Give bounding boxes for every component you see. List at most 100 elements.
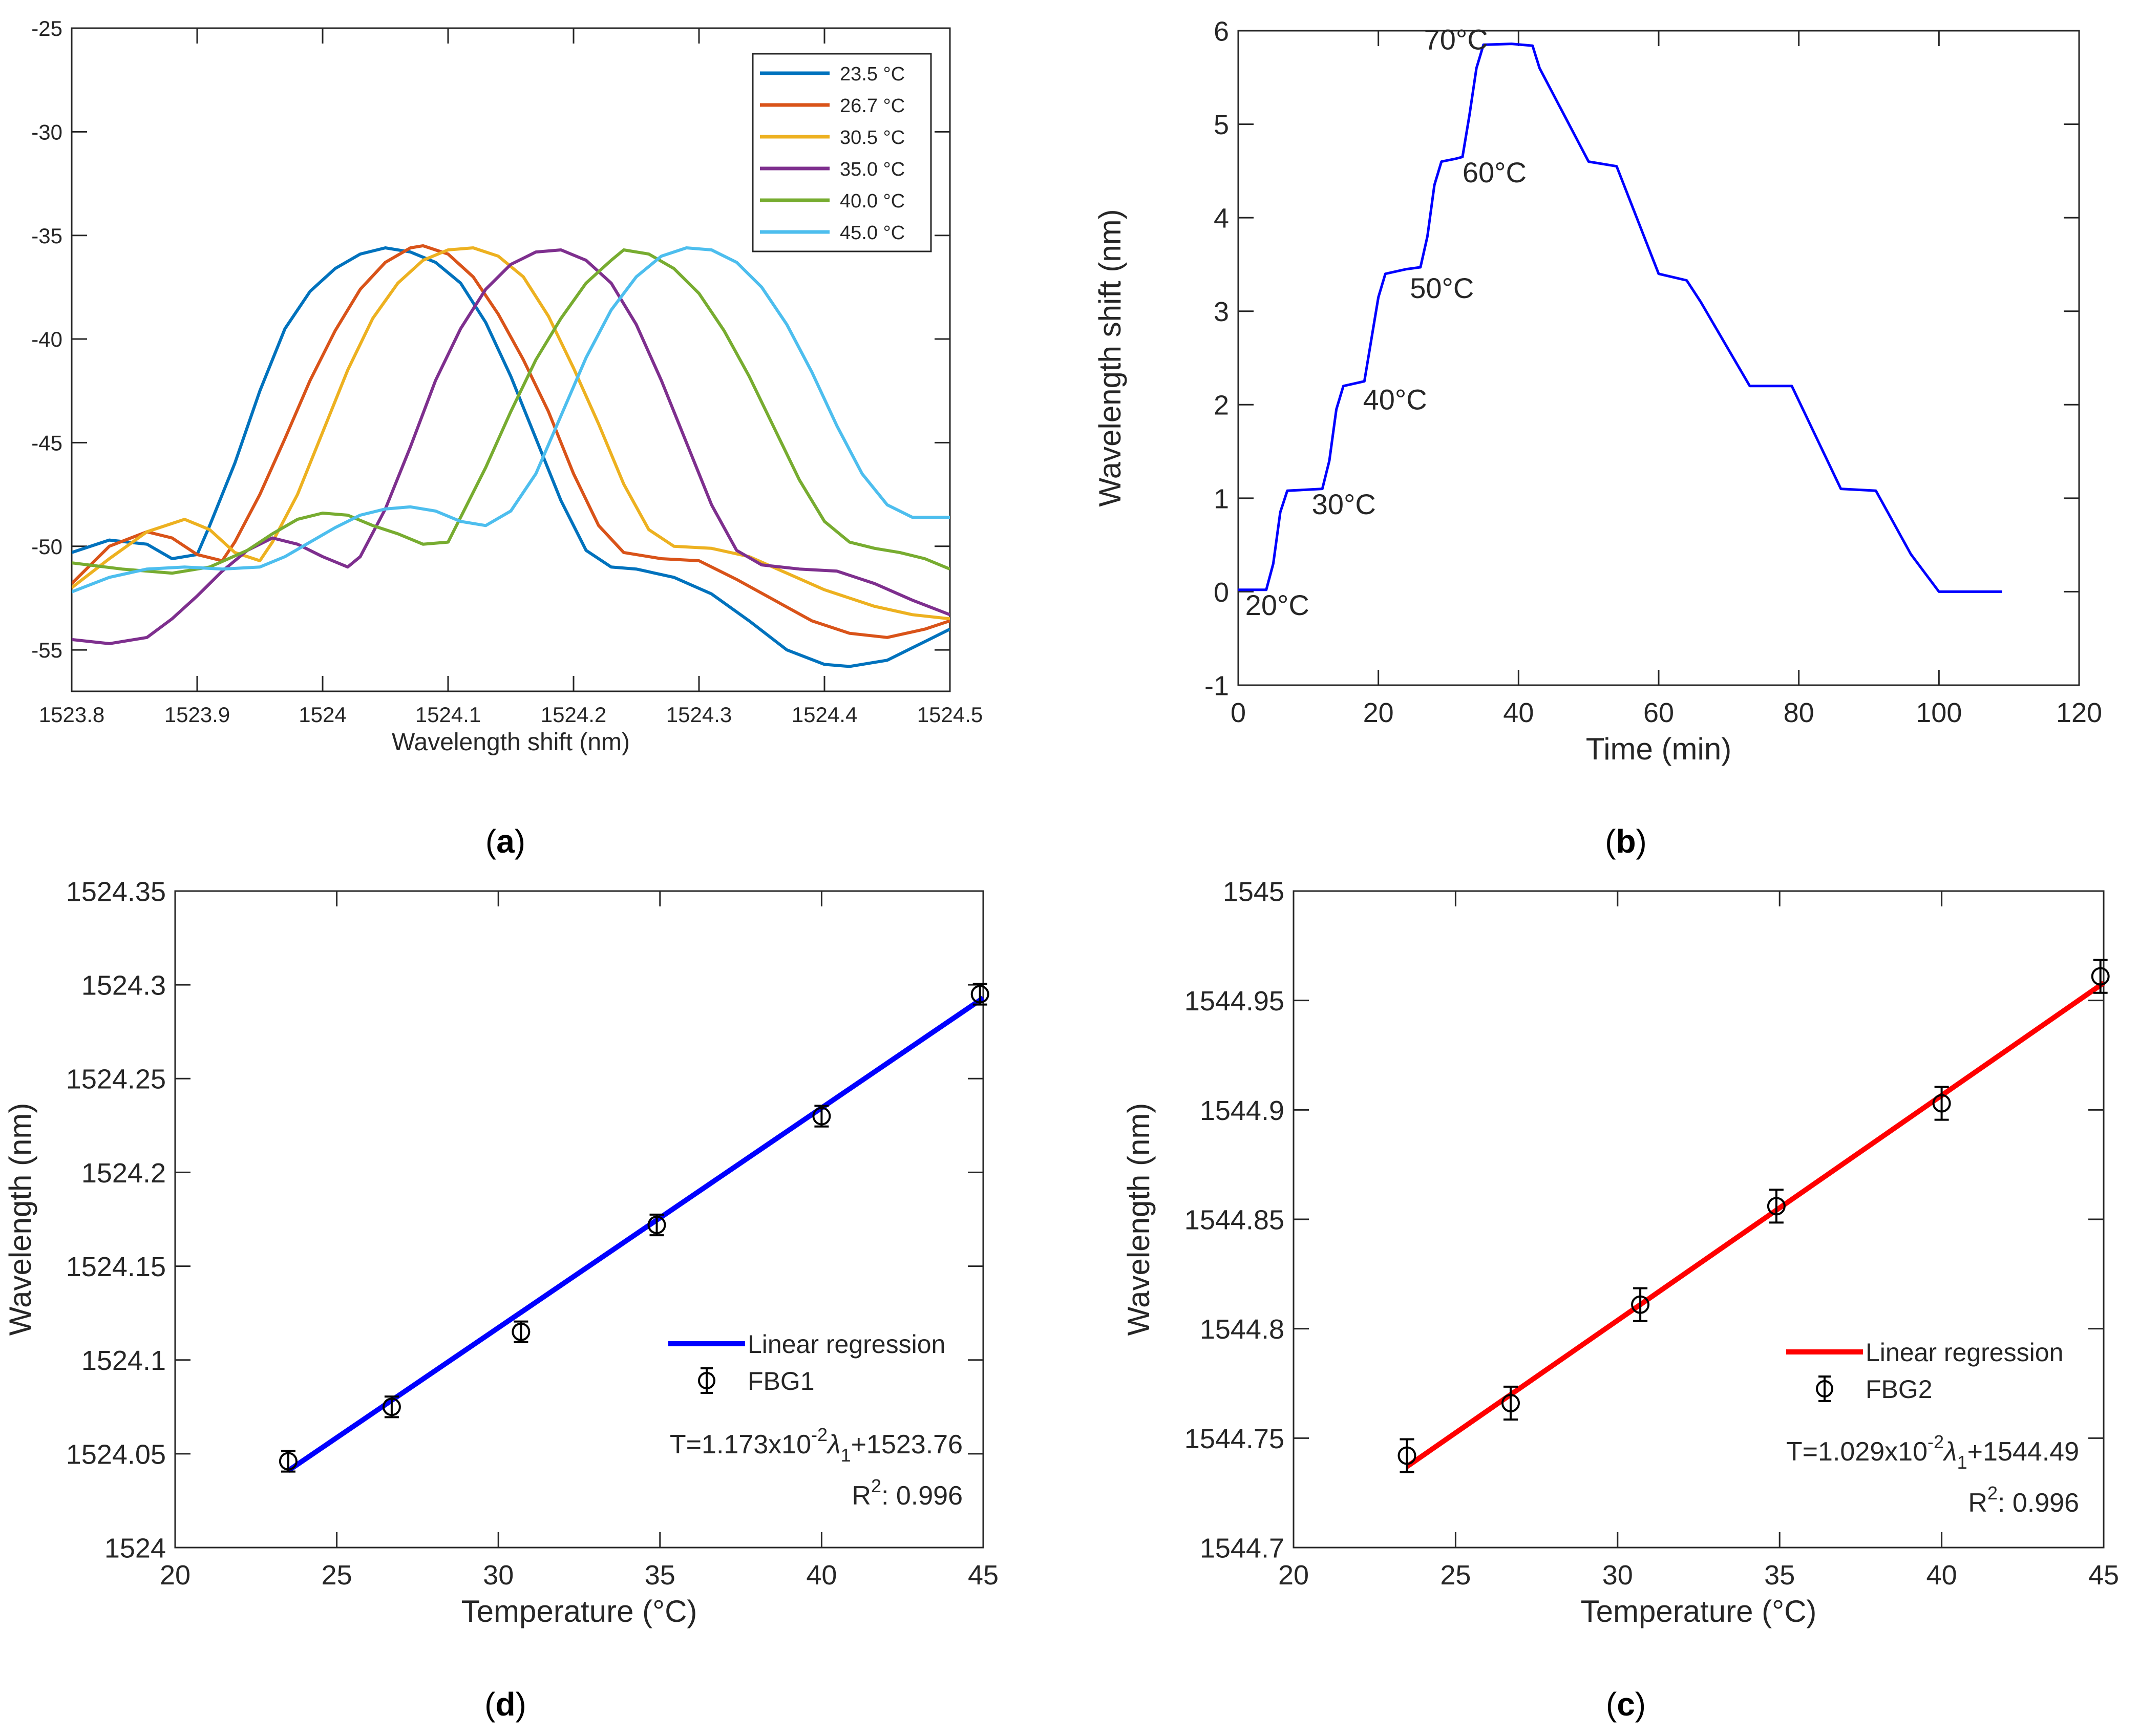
data-point: [1932, 1094, 1951, 1113]
data-points: [1397, 959, 2110, 1473]
data-point: [1631, 1295, 1650, 1314]
r-squared: R2: 0.996: [852, 1475, 963, 1511]
x-tick-label: 1523.9: [164, 703, 230, 727]
r-squared-value: : 0.996: [881, 1481, 963, 1511]
legend-marker: [1816, 1380, 1833, 1398]
y-tick-label: 3: [1214, 297, 1229, 327]
y-tick-label: 1524.3: [81, 970, 166, 1001]
y-tick-label: 1: [1214, 483, 1229, 514]
panel-a-chart: 1523.8 1523.9 1524 1524.1 1524.2 1524.3 1524.4…: [31, 16, 983, 756]
y-tick-label: 1544.9: [1200, 1095, 1284, 1126]
y-tick-label: -45: [31, 431, 62, 455]
legend-marker: [698, 1372, 715, 1389]
legend-entry: Linear regression: [748, 1330, 945, 1359]
annotation-label: 60°C: [1463, 156, 1527, 188]
data-point: [647, 1215, 666, 1234]
x-tick-label: 1524.3: [666, 703, 732, 727]
r-squared-value: : 0.996: [1998, 1488, 2079, 1518]
data-point: [1397, 1446, 1416, 1465]
y-axis-label: Wavelength shift (nm): [1093, 209, 1127, 506]
panel-c-chart: 20 25 30 35 40 45 1544.7 1544.75 1544.8 1544.85 15…: [1121, 876, 2119, 1628]
legend-entry: 40.0 °C: [840, 190, 905, 212]
plot-frame: [71, 27, 951, 692]
data-points: [279, 983, 989, 1473]
y-tick-label: 6: [1214, 16, 1229, 47]
y-axis-label: Wavelength (nm): [3, 1103, 37, 1336]
series-line-350: [72, 248, 950, 645]
r-squared: R2: 0.996: [1968, 1483, 2079, 1518]
y-tick-label: 1544.75: [1184, 1424, 1284, 1454]
panel-label-d: (d): [484, 1686, 526, 1723]
x-tick-label: 35: [1764, 1560, 1795, 1591]
equation-variable: λ: [826, 1430, 841, 1459]
y-tick-label: -30: [31, 120, 62, 144]
y-tick-label: 1544.85: [1184, 1204, 1284, 1235]
equation-variable: λ: [1942, 1437, 1957, 1467]
y-tick-label: 0: [1214, 577, 1229, 608]
annotation-label: 40°C: [1363, 383, 1427, 415]
y-tick-label: -50: [31, 535, 62, 559]
series-lines: [72, 244, 950, 668]
series-line: [1238, 43, 2002, 593]
data-point: [279, 1452, 298, 1471]
y-tick-label: -1: [1204, 670, 1229, 701]
y-tick-label: 1524.25: [66, 1064, 166, 1095]
r-squared-symbol: R: [852, 1481, 871, 1511]
y-tick-label: -40: [31, 327, 62, 351]
x-tick-label: 25: [322, 1560, 352, 1591]
x-tick-label: 30: [483, 1560, 514, 1591]
y-tick-label: 1524.35: [66, 876, 166, 907]
y-tick-label: 1524: [104, 1533, 166, 1563]
y-tick-label: 1545: [1223, 876, 1284, 907]
series-line-400: [72, 248, 950, 575]
panel-label-c: (c): [1606, 1686, 1646, 1723]
data-point: [2091, 967, 2110, 986]
data-point: [382, 1398, 401, 1416]
legend-entry: 26.7 °C: [840, 95, 905, 117]
annotation-label: 20°C: [1245, 589, 1309, 621]
equation-text: T=1.029x10: [1786, 1437, 1928, 1467]
x-tick-label: 20: [1363, 697, 1394, 728]
regression-equation: T=1.029x10-2λ1+1544.49: [1786, 1431, 2079, 1473]
r-squared-symbol: R: [1968, 1488, 1987, 1518]
annotation-label: 30°C: [1312, 488, 1376, 520]
legend: 23.5 °C 26.7 °C 30.5 °C 35.0 °C 40.0 °C 45.0 …: [752, 53, 932, 252]
x-tick-label: 45: [2088, 1560, 2119, 1591]
legend: Linear regression FBG2: [1786, 1338, 2063, 1404]
y-tick-label: 1544.7: [1200, 1533, 1284, 1563]
series-line-235: [72, 246, 950, 668]
y-tick-label: 5: [1214, 110, 1229, 140]
data-point: [1501, 1393, 1520, 1412]
x-tick-label: 35: [645, 1560, 675, 1591]
x-tick-label: 30: [1602, 1560, 1633, 1591]
x-axis-label: Wavelength shift (nm): [392, 729, 630, 756]
x-tick-label: 20: [160, 1560, 190, 1591]
x-tick-label: 25: [1440, 1560, 1471, 1591]
equation-tail: +1544.49: [1967, 1437, 2079, 1467]
equation-exponent: -2: [811, 1424, 828, 1445]
x-tick-label: 40: [1926, 1560, 1957, 1591]
y-tick-label: -35: [31, 224, 62, 248]
legend-entry: Linear regression: [1866, 1338, 2063, 1367]
y-tick-label: 1524.1: [81, 1345, 166, 1376]
legend-entry: 23.5 °C: [840, 63, 905, 85]
x-tick-label: 20: [1278, 1560, 1309, 1591]
y-tick-label: -25: [31, 16, 62, 40]
x-axis-label: Temperature (°C): [1581, 1594, 1817, 1628]
y-tick-label: 2: [1214, 390, 1229, 421]
annotation-label: 70°C: [1424, 24, 1488, 56]
data-point: [512, 1322, 531, 1341]
legend-entry: 45.0 °C: [840, 222, 905, 244]
equation-subscript: 1: [841, 1445, 851, 1466]
x-tick-label: 1524.2: [541, 703, 606, 727]
legend-entry: 35.0 °C: [840, 159, 905, 180]
y-tick-label: 1524.05: [66, 1439, 166, 1470]
r-squared-exponent: 2: [871, 1475, 881, 1496]
legend: Linear regression FBG1: [668, 1330, 945, 1395]
equation-subscript: 1: [1957, 1452, 1967, 1473]
x-tick-label: 40: [1503, 697, 1534, 728]
equation-exponent: -2: [1928, 1431, 1944, 1452]
plot-frame: [1237, 30, 2080, 686]
series-line-450: [72, 246, 950, 594]
x-tick-label: 0: [1231, 697, 1246, 728]
